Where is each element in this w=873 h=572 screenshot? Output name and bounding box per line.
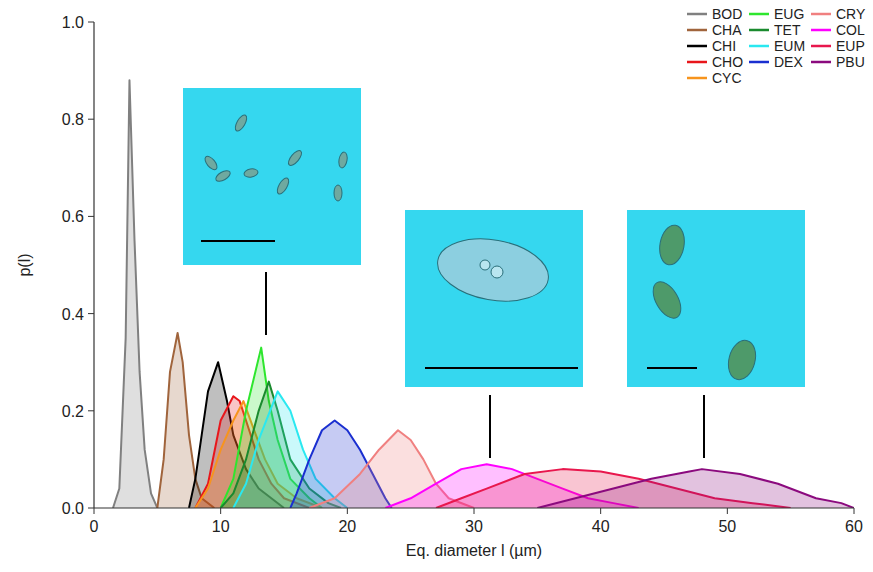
legend-label: PBU bbox=[836, 54, 865, 70]
scale-bar bbox=[647, 367, 697, 369]
x-axis-title: Eq. diameter l (µm) bbox=[406, 542, 542, 559]
legend: BODCHACHICHOCYC EUGTETEUMDEX CRYCOLEUPPBU bbox=[687, 6, 866, 86]
legend-swatch bbox=[687, 29, 707, 32]
inset-cell bbox=[214, 169, 232, 184]
legend-label: CHI bbox=[712, 38, 736, 54]
y-tick-label: 0.0 bbox=[62, 500, 84, 517]
legend-label: COL bbox=[836, 22, 865, 38]
x-tick bbox=[474, 508, 475, 514]
inset-cell bbox=[286, 149, 304, 168]
y-tick bbox=[88, 22, 94, 23]
x-tick bbox=[220, 508, 221, 514]
x-tick-label: 10 bbox=[212, 518, 230, 535]
legend-swatch bbox=[749, 45, 769, 48]
x-tick-label: 50 bbox=[718, 518, 736, 535]
inset bbox=[405, 210, 583, 458]
legend-swatch bbox=[811, 13, 831, 16]
y-axis-title: p(l) bbox=[16, 253, 33, 276]
inset-pointer bbox=[703, 395, 705, 458]
chart: 0 10 20 30 40 50 60 0.0 0.2 0.4 0.6 0.8 1.0 Eq. diame… bbox=[0, 0, 873, 572]
inset-cell bbox=[243, 168, 258, 178]
legend-label: CHO bbox=[712, 54, 743, 70]
legend-label: CHA bbox=[712, 22, 742, 38]
y-tick-label: 0.8 bbox=[62, 111, 84, 128]
legend-swatch bbox=[811, 45, 831, 48]
y-axis bbox=[93, 22, 94, 508]
x-tick bbox=[347, 508, 348, 514]
y-tick bbox=[88, 410, 94, 411]
x-tick bbox=[94, 508, 95, 514]
legend-label: EUG bbox=[774, 6, 804, 22]
x-tick-label: 60 bbox=[845, 518, 863, 535]
y-tick bbox=[88, 313, 94, 314]
inset-cell bbox=[334, 185, 342, 201]
inset-pointer bbox=[265, 272, 267, 335]
legend-label: EUM bbox=[774, 38, 805, 54]
area-fill bbox=[537, 469, 854, 508]
y-tick-label: 0.4 bbox=[62, 306, 84, 323]
inset-cell bbox=[657, 223, 688, 267]
series-line bbox=[537, 469, 854, 508]
legend-swatch bbox=[687, 45, 707, 48]
legend-swatch bbox=[687, 61, 707, 64]
legend-swatch bbox=[749, 13, 769, 16]
area-fill bbox=[113, 80, 157, 508]
inset-pointer bbox=[489, 395, 491, 458]
inset-cell bbox=[275, 176, 291, 196]
inset-cell bbox=[433, 231, 554, 310]
y-tick-label: 0.6 bbox=[62, 208, 84, 225]
inset-image bbox=[183, 88, 361, 265]
inset-cell bbox=[233, 113, 249, 133]
x-tick bbox=[727, 508, 728, 514]
inset-cell bbox=[203, 154, 219, 171]
inset-image bbox=[405, 210, 583, 387]
scale-bar bbox=[425, 367, 578, 369]
plot-area bbox=[113, 80, 854, 508]
x-tick-label: 0 bbox=[90, 518, 99, 535]
inset-cell bbox=[491, 266, 503, 278]
x-tick bbox=[600, 508, 601, 514]
legend-swatch bbox=[749, 61, 769, 64]
legend-swatch bbox=[811, 61, 831, 64]
inset bbox=[183, 88, 361, 335]
legend-swatch bbox=[687, 77, 707, 80]
legend-swatch bbox=[811, 29, 831, 32]
inset-image bbox=[627, 210, 805, 387]
y-tick bbox=[88, 508, 94, 509]
x-tick bbox=[854, 508, 855, 514]
inset-cell bbox=[338, 151, 349, 168]
legend-swatch bbox=[749, 29, 769, 32]
y-tick-label: 0.2 bbox=[62, 403, 84, 420]
legend-label: BOD bbox=[712, 6, 742, 22]
legend-swatch bbox=[687, 13, 707, 16]
x-tick-label: 30 bbox=[465, 518, 483, 535]
inset bbox=[627, 210, 805, 458]
legend-label: TET bbox=[774, 22, 801, 38]
x-tick-label: 20 bbox=[338, 518, 356, 535]
x-tick-label: 40 bbox=[592, 518, 610, 535]
legend-label: CRY bbox=[836, 6, 866, 22]
inset-cell bbox=[480, 260, 490, 270]
y-tick bbox=[88, 119, 94, 120]
legend-label: CYC bbox=[712, 70, 742, 86]
inset-cell bbox=[647, 277, 686, 323]
legend-label: DEX bbox=[774, 54, 803, 70]
y-tick bbox=[88, 216, 94, 217]
scale-bar bbox=[201, 240, 275, 242]
series-line bbox=[113, 80, 157, 508]
inset-cell bbox=[724, 337, 759, 382]
legend-label: EUP bbox=[836, 38, 865, 54]
y-tick-label: 1.0 bbox=[62, 14, 84, 31]
